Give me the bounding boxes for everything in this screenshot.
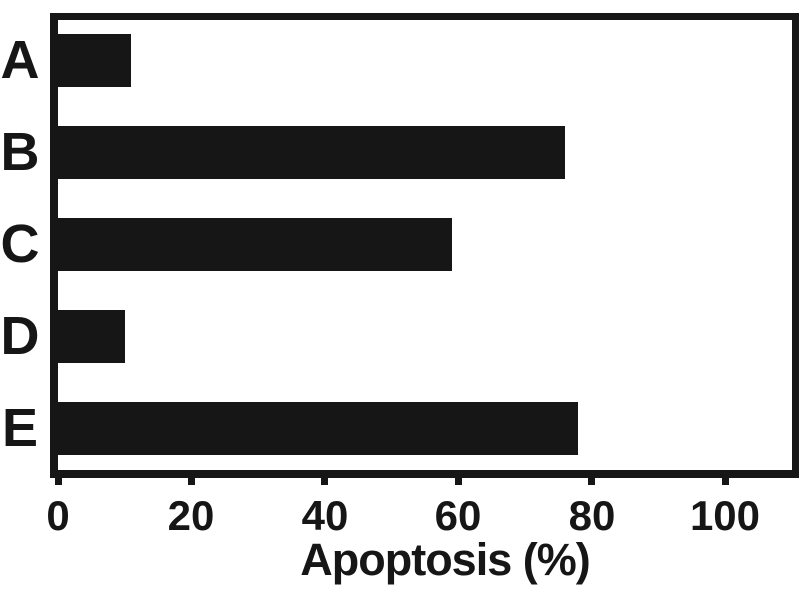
- category-label-e: E: [1, 398, 39, 458]
- bar-e: [58, 401, 578, 455]
- bar-d: [58, 309, 125, 363]
- x-tick-mark: [321, 471, 328, 485]
- x-tick-mark: [588, 471, 595, 485]
- category-label-a: A: [0, 30, 40, 90]
- x-tick-label: 0: [46, 492, 70, 539]
- category-label-c: C: [0, 214, 40, 274]
- plot-area: [50, 13, 799, 478]
- bar-a: [58, 33, 131, 87]
- bar-c: [58, 217, 452, 271]
- x-tick-label: 40: [301, 492, 349, 539]
- x-tick-mark: [455, 471, 462, 485]
- x-tick-mark: [722, 471, 729, 485]
- x-tick-label: 80: [568, 492, 616, 539]
- bar-b: [58, 125, 565, 179]
- x-tick-label: 60: [434, 492, 482, 539]
- x-axis-title: Apoptosis (%): [300, 534, 590, 585]
- category-label-b: B: [0, 122, 40, 182]
- x-tick-mark: [188, 471, 195, 485]
- category-label-d: D: [0, 306, 40, 366]
- x-tick-label: 100: [689, 492, 761, 539]
- x-tick-mark: [55, 471, 62, 485]
- x-tick-label: 20: [167, 492, 215, 539]
